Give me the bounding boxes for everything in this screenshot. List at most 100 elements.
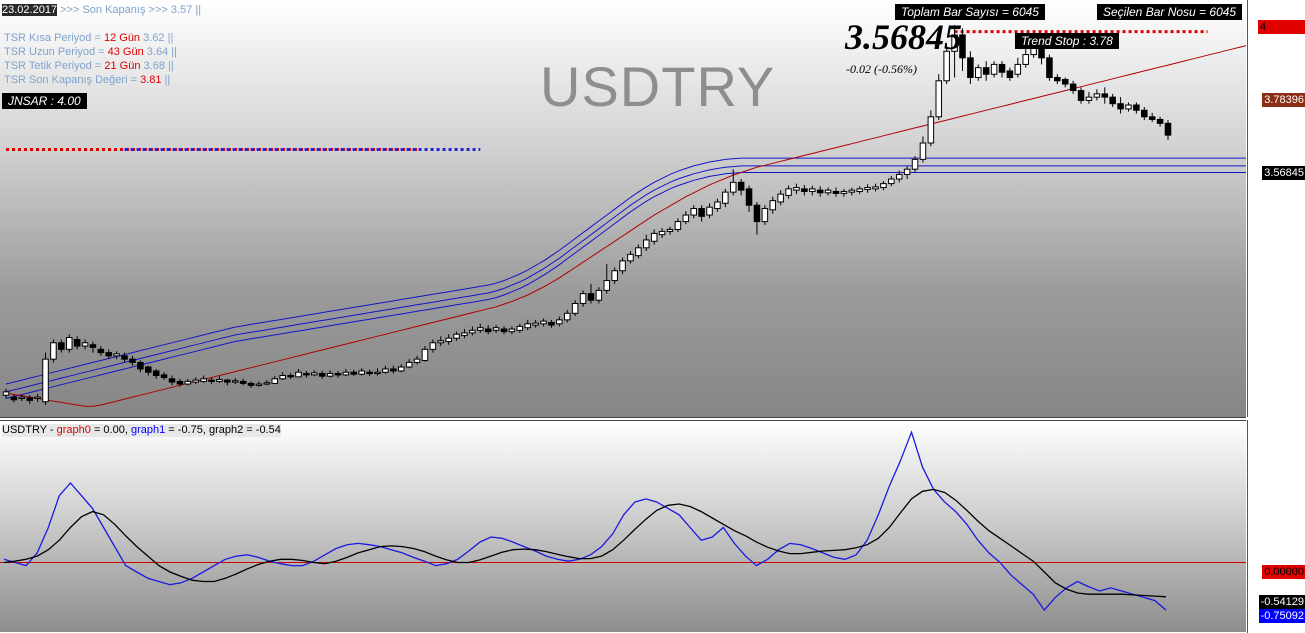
candle (295, 368, 302, 378)
candle (1093, 89, 1101, 101)
candle-body (1085, 96, 1093, 101)
candle-body (729, 181, 737, 193)
candle-body (967, 57, 974, 78)
candle (303, 370, 310, 378)
candle-body (516, 325, 524, 331)
selected-bar-box: Seçilen Bar Nosu = 6045 (1097, 4, 1243, 20)
candle (722, 188, 729, 208)
candle (255, 381, 263, 387)
candle (192, 377, 199, 385)
candle-body (1156, 118, 1164, 124)
candle (895, 170, 903, 183)
candle (89, 341, 97, 353)
oscillator-axis[interactable]: 0.00000 -0.54129 -0.75092 (1247, 420, 1305, 633)
candle-body (753, 204, 761, 223)
candle (287, 372, 294, 379)
candle-body (58, 342, 65, 350)
candle-body (816, 189, 824, 194)
candle-body (10, 396, 18, 401)
header-bar-end: || (195, 4, 202, 16)
candle (81, 339, 89, 350)
candle-body (453, 333, 460, 339)
candle (769, 196, 777, 214)
param-label: TSR Tetik Periyod = (4, 60, 102, 72)
candle (65, 334, 73, 353)
candle-body (769, 200, 777, 211)
param-value: 3.81 (140, 74, 162, 86)
legend-graph1-name: graph1 (130, 424, 166, 436)
candle-body (911, 158, 919, 170)
candle-body (579, 293, 587, 304)
price-chart-pane[interactable]: USDTRY 23.02.2017 >>> Son Kapanış >>> 3.… (0, 0, 1246, 418)
candle-body (935, 80, 943, 118)
candle-body (864, 187, 871, 191)
candle (880, 180, 887, 191)
header-last-close-value: 3.57 (170, 4, 193, 16)
candle-body (113, 353, 120, 357)
candle-body (982, 67, 990, 75)
blue-band-line-0 (5, 157, 1246, 385)
candle (840, 188, 848, 197)
price-axis[interactable]: 4 3.78396 3.56845 (1247, 0, 1305, 417)
candle-body (358, 370, 365, 375)
candle (603, 264, 611, 294)
candle (911, 156, 919, 173)
candle (358, 368, 365, 376)
candle-body (1069, 83, 1077, 92)
candle-body (540, 320, 547, 325)
candle-body (635, 247, 642, 257)
candle (532, 319, 539, 328)
candle-body (492, 327, 500, 331)
candle-body (666, 228, 674, 232)
oscillator-pane[interactable]: USDTRY - graph0 = 0.00, graph1 = -0.75, … (0, 420, 1246, 632)
candle-body (1133, 104, 1140, 111)
candle-body (777, 193, 784, 203)
param-value: 21 Gün (104, 60, 141, 72)
candle-body (1077, 90, 1085, 101)
candle (1022, 48, 1029, 68)
candle (97, 346, 105, 356)
candle (745, 185, 753, 212)
indicator-param-row: TSR Tetik Periyod = 21 Gün 3.68 || (4, 60, 174, 73)
candle-body (643, 239, 650, 249)
candle-body (469, 329, 476, 334)
candle (619, 257, 626, 274)
candle (145, 365, 152, 376)
candle (753, 201, 761, 235)
candle (334, 370, 342, 378)
candle (627, 251, 634, 264)
candle-body (1117, 103, 1124, 110)
candle-body (872, 186, 879, 190)
header-sep1: >>> (60, 4, 80, 16)
candle (587, 283, 595, 304)
candle-body (405, 361, 413, 368)
candle (366, 369, 373, 377)
candle (34, 393, 41, 402)
candle (73, 336, 81, 350)
candle (682, 211, 690, 225)
legend-sep: - (49, 424, 54, 436)
candle (556, 316, 563, 327)
candle (975, 64, 982, 81)
candle-body (1046, 57, 1053, 78)
candle (437, 336, 445, 347)
oscillator-legend: USDTRY - graph0 = 0.00, graph1 = -0.75, … (2, 424, 281, 437)
axis-osc-graph2: -0.54129 (1258, 595, 1305, 609)
candle (848, 187, 856, 196)
candle (216, 376, 223, 383)
candle (1133, 102, 1140, 114)
candle-body (888, 178, 895, 185)
candle-body (42, 358, 49, 403)
param-label: TSR Son Kapanış Değeri = (4, 74, 137, 86)
candle (2, 388, 10, 399)
candle-body (951, 34, 958, 52)
candle (469, 326, 476, 336)
param-result: 3.64 || (146, 46, 177, 58)
candle-body (1141, 109, 1148, 118)
candle-body (18, 396, 26, 399)
candle (350, 369, 358, 377)
candle (200, 375, 207, 383)
candle (864, 184, 871, 193)
candle (832, 187, 840, 197)
candle-body (81, 342, 89, 347)
